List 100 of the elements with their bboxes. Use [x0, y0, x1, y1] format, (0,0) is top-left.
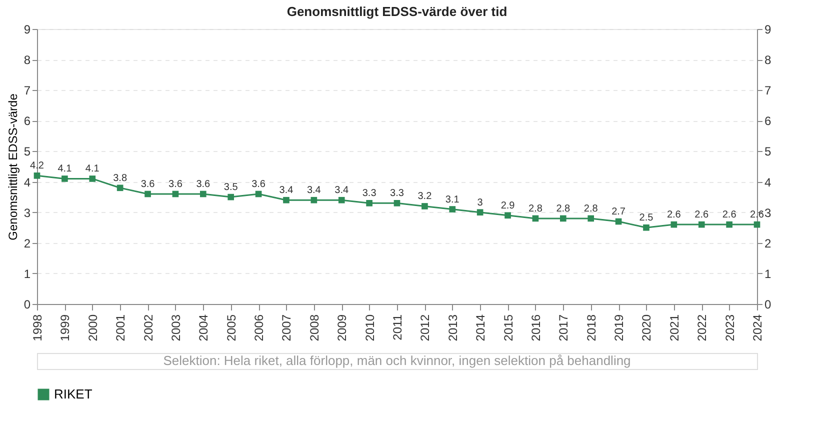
point [338, 196, 345, 204]
x-tick-label: 2004 [196, 314, 211, 342]
point [615, 218, 622, 225]
data-label: 2.8 [584, 203, 598, 214]
point [116, 184, 124, 192]
y-tick-label: 5 [24, 144, 31, 159]
x-tick-label: 2009 [335, 314, 350, 342]
legend-label: RIKET [54, 386, 92, 402]
x-tick-label: 1999 [58, 314, 72, 342]
x-tick-label: 2020 [640, 314, 654, 342]
point [588, 215, 594, 222]
data-label: 2.9 [500, 200, 516, 212]
y2-tick-label: 5 [764, 144, 772, 159]
data-label: 2.8 [528, 203, 543, 214]
data-label: 3.4 [279, 185, 294, 196]
point [449, 206, 456, 212]
data-label: 3.6 [252, 179, 266, 190]
data-label: 3.3 [390, 188, 404, 200]
data-label: 4.1 [85, 164, 100, 175]
data-label: 3.6 [196, 179, 211, 190]
y2-tick-label: 3 [764, 206, 772, 220]
x-tick-label: 2017 [556, 314, 571, 342]
y2-tick-label: 9 [764, 22, 772, 36]
y-tick-label: 6 [24, 114, 31, 128]
chart-title: Genomsnittligt EDSS-värde över tid [286, 4, 508, 19]
x-tick-label: 2016 [528, 314, 543, 342]
x-tick-label: 2014 [474, 314, 488, 342]
data-label: 3.6 [140, 179, 156, 190]
data-label: 2.6 [722, 210, 737, 221]
y2-tick-label: 4 [764, 175, 772, 190]
y-tick-label: 8 [24, 53, 31, 68]
x-tick-label: 2001 [114, 314, 128, 342]
x-tick-label: 2003 [168, 314, 183, 342]
y-tick-label: 2 [24, 236, 31, 250]
y2-tick-label: 1 [764, 266, 772, 281]
point [172, 190, 179, 198]
point [670, 221, 678, 228]
x-tick-label: 2011 [390, 314, 404, 340]
y-tick-label: 1 [24, 266, 31, 281]
x-tick-label: 2008 [307, 314, 322, 342]
y-tick-label: 3 [24, 206, 31, 220]
x-tick-label: 2005 [224, 314, 238, 342]
y-axis-title: Genomsnittligt EDSS-värde [6, 93, 20, 240]
point [698, 221, 705, 228]
point [504, 212, 511, 219]
data-label: 2.5 [639, 212, 654, 224]
y2-tick-label: 8 [764, 53, 772, 68]
x-tick-label: 2002 [141, 314, 156, 342]
point [532, 215, 539, 222]
data-label: 3.3 [362, 188, 377, 200]
data-label: 3.8 [113, 172, 128, 184]
x-tick-label: 2013 [446, 314, 460, 342]
point [283, 196, 290, 204]
y2-tick-label: 2 [764, 236, 772, 250]
point [754, 221, 760, 228]
data-label: 2.6 [694, 210, 709, 221]
data-label: 3.2 [418, 191, 432, 202]
x-tick-label: 2019 [612, 314, 626, 342]
data-label: 3.6 [168, 179, 183, 190]
point [310, 196, 318, 204]
point [394, 200, 400, 206]
point [255, 190, 262, 198]
x-tick-label: 2010 [362, 314, 377, 342]
x-tick-label: 2024 [750, 314, 764, 342]
y-tick-label: 4 [24, 175, 31, 190]
x-tick-label: 2022 [695, 314, 710, 342]
x-tick-label: 2021 [667, 314, 682, 342]
x-tick-label: 1998 [30, 314, 44, 342]
data-label: 2.7 [612, 206, 626, 218]
data-label: 2.6 [666, 210, 682, 221]
y2-tick-label: 6 [764, 114, 772, 128]
text: Selektion: Hela riket, alla förlopp, män och kvinnor, ingen selektion på behandling [163, 353, 631, 368]
data-label: 3.5 [224, 182, 238, 194]
point [726, 221, 732, 228]
y-tick-label: 9 [24, 22, 31, 36]
point [228, 194, 234, 200]
point [643, 224, 650, 231]
y2-tick-label: 7 [764, 84, 772, 98]
x-tick-label: 2000 [86, 314, 100, 342]
data-label: 4.1 [58, 164, 72, 175]
point [200, 190, 206, 198]
point [476, 209, 484, 216]
data-label: 3 [477, 197, 484, 208]
y2-tick-label: 0 [764, 298, 772, 312]
data-label: 3.1 [445, 194, 460, 206]
x-tick-label: 2012 [418, 314, 432, 342]
point [34, 172, 40, 179]
x-tick-label: 2018 [584, 314, 598, 342]
point [560, 215, 566, 222]
point [62, 176, 68, 182]
data-label: 2.8 [556, 203, 571, 214]
y-tick-label: 7 [24, 84, 31, 98]
x-tick-label: 2007 [280, 314, 294, 342]
x-tick-label: 2006 [252, 314, 266, 342]
x-tick-label: 2023 [722, 314, 737, 342]
data-label: 3.4 [306, 185, 322, 196]
point [89, 176, 96, 182]
y-tick-label: 0 [24, 298, 31, 312]
point [366, 200, 372, 206]
point [422, 203, 428, 210]
